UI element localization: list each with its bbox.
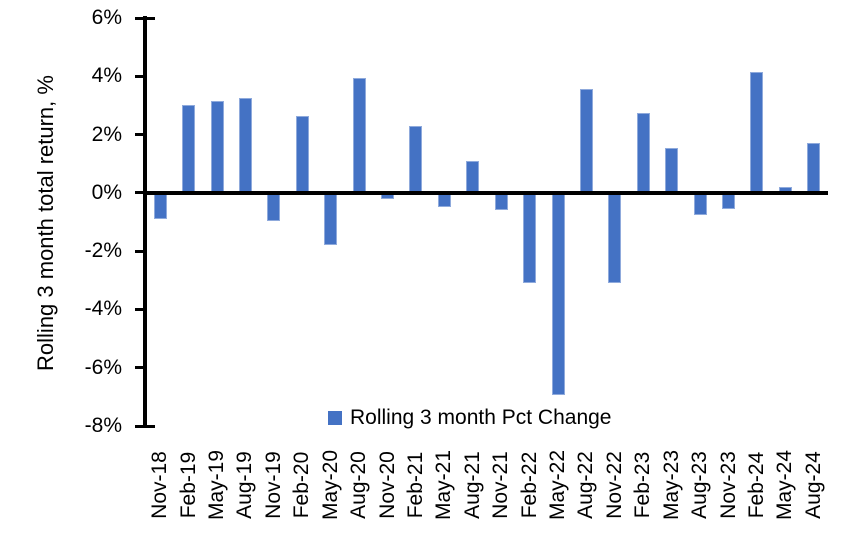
x-tick-label: May-20 <box>318 449 342 521</box>
x-tick-label: Nov-23 <box>716 451 740 519</box>
bar-Feb-19 <box>182 105 196 193</box>
bar-Feb-22 <box>523 192 537 284</box>
y-tick-label: -2% <box>84 239 122 263</box>
x-tick-label: Feb-19 <box>176 451 200 519</box>
bar-Feb-23 <box>636 112 650 193</box>
bar-May-20 <box>324 192 338 246</box>
y-tick-mark <box>135 16 146 20</box>
x-tick-label: Aug-20 <box>347 451 371 519</box>
y-tick-label: 6% <box>91 6 122 29</box>
bar-Aug-21 <box>466 160 480 193</box>
bar-May-21 <box>437 192 451 208</box>
bar-Aug-20 <box>352 77 366 193</box>
legend: Rolling 3 month Pct Change <box>328 406 612 430</box>
bar-Nov-19 <box>267 192 281 221</box>
bar-Aug-22 <box>579 89 593 193</box>
y-tick-mark <box>135 424 146 428</box>
y-axis-title: Rolling 3 month total return, % <box>33 75 58 371</box>
x-tick-label: Nov-22 <box>602 451 626 519</box>
legend-label: Rolling 3 month Pct Change <box>350 406 612 429</box>
x-axis-zero-line <box>145 191 828 195</box>
y-tick-mark <box>135 133 146 137</box>
bar-Nov-21 <box>494 192 508 211</box>
x-tick-label: May-23 <box>659 449 683 521</box>
x-tick-label: Aug-22 <box>574 451 598 519</box>
y-tick-mark <box>135 307 146 311</box>
bar-Nov-18 <box>153 192 167 220</box>
x-tick-label: Aug-24 <box>801 451 825 519</box>
x-tick-label: Feb-20 <box>290 451 314 519</box>
y-tick-label: 0% <box>91 180 122 204</box>
y-tick-mark <box>135 191 146 195</box>
y-axis-endcap-tick <box>147 424 155 428</box>
x-tick-label: Feb-24 <box>744 451 768 519</box>
x-tick-label: May-24 <box>773 449 797 521</box>
bar-May-22 <box>551 192 565 396</box>
bar-Feb-24 <box>750 71 764 193</box>
bar-Feb-21 <box>409 125 423 193</box>
bar-Aug-24 <box>807 143 821 193</box>
x-tick-label: Aug-23 <box>688 451 712 519</box>
x-tick-label: May-19 <box>205 449 229 521</box>
y-tick-mark <box>135 74 146 78</box>
x-tick-label: Aug-19 <box>233 451 257 519</box>
y-tick-mark <box>135 249 146 253</box>
y-tick-label: 4% <box>91 64 122 88</box>
x-tick-label: Feb-22 <box>517 451 541 519</box>
y-axis-line <box>143 16 147 428</box>
bar-Feb-20 <box>295 115 309 193</box>
bar-Aug-19 <box>238 98 252 193</box>
x-tick-label: Nov-21 <box>489 451 513 519</box>
y-tick-label: -6% <box>84 355 122 379</box>
x-tick-label: Nov-18 <box>148 451 172 519</box>
x-tick-label: May-21 <box>432 449 456 521</box>
bar-Aug-23 <box>693 192 707 215</box>
x-tick-label: Feb-23 <box>631 451 655 519</box>
y-axis-endcap-tick <box>147 16 155 20</box>
y-tick-label: -4% <box>84 297 122 321</box>
bar-Nov-23 <box>722 192 736 209</box>
x-tick-label: Feb-21 <box>403 451 427 519</box>
x-tick-label: May-22 <box>546 449 570 521</box>
y-tick-mark <box>135 366 146 370</box>
y-tick-label: -8% <box>84 414 122 437</box>
y-tick-label: 2% <box>91 122 122 146</box>
bar-May-23 <box>665 147 679 193</box>
legend-swatch <box>328 411 342 425</box>
x-tick-label: Nov-19 <box>261 451 285 519</box>
bar-Nov-22 <box>608 192 622 284</box>
bar-May-19 <box>210 101 224 193</box>
x-tick-label: Nov-20 <box>375 451 399 519</box>
x-tick-label: Aug-21 <box>460 451 484 519</box>
